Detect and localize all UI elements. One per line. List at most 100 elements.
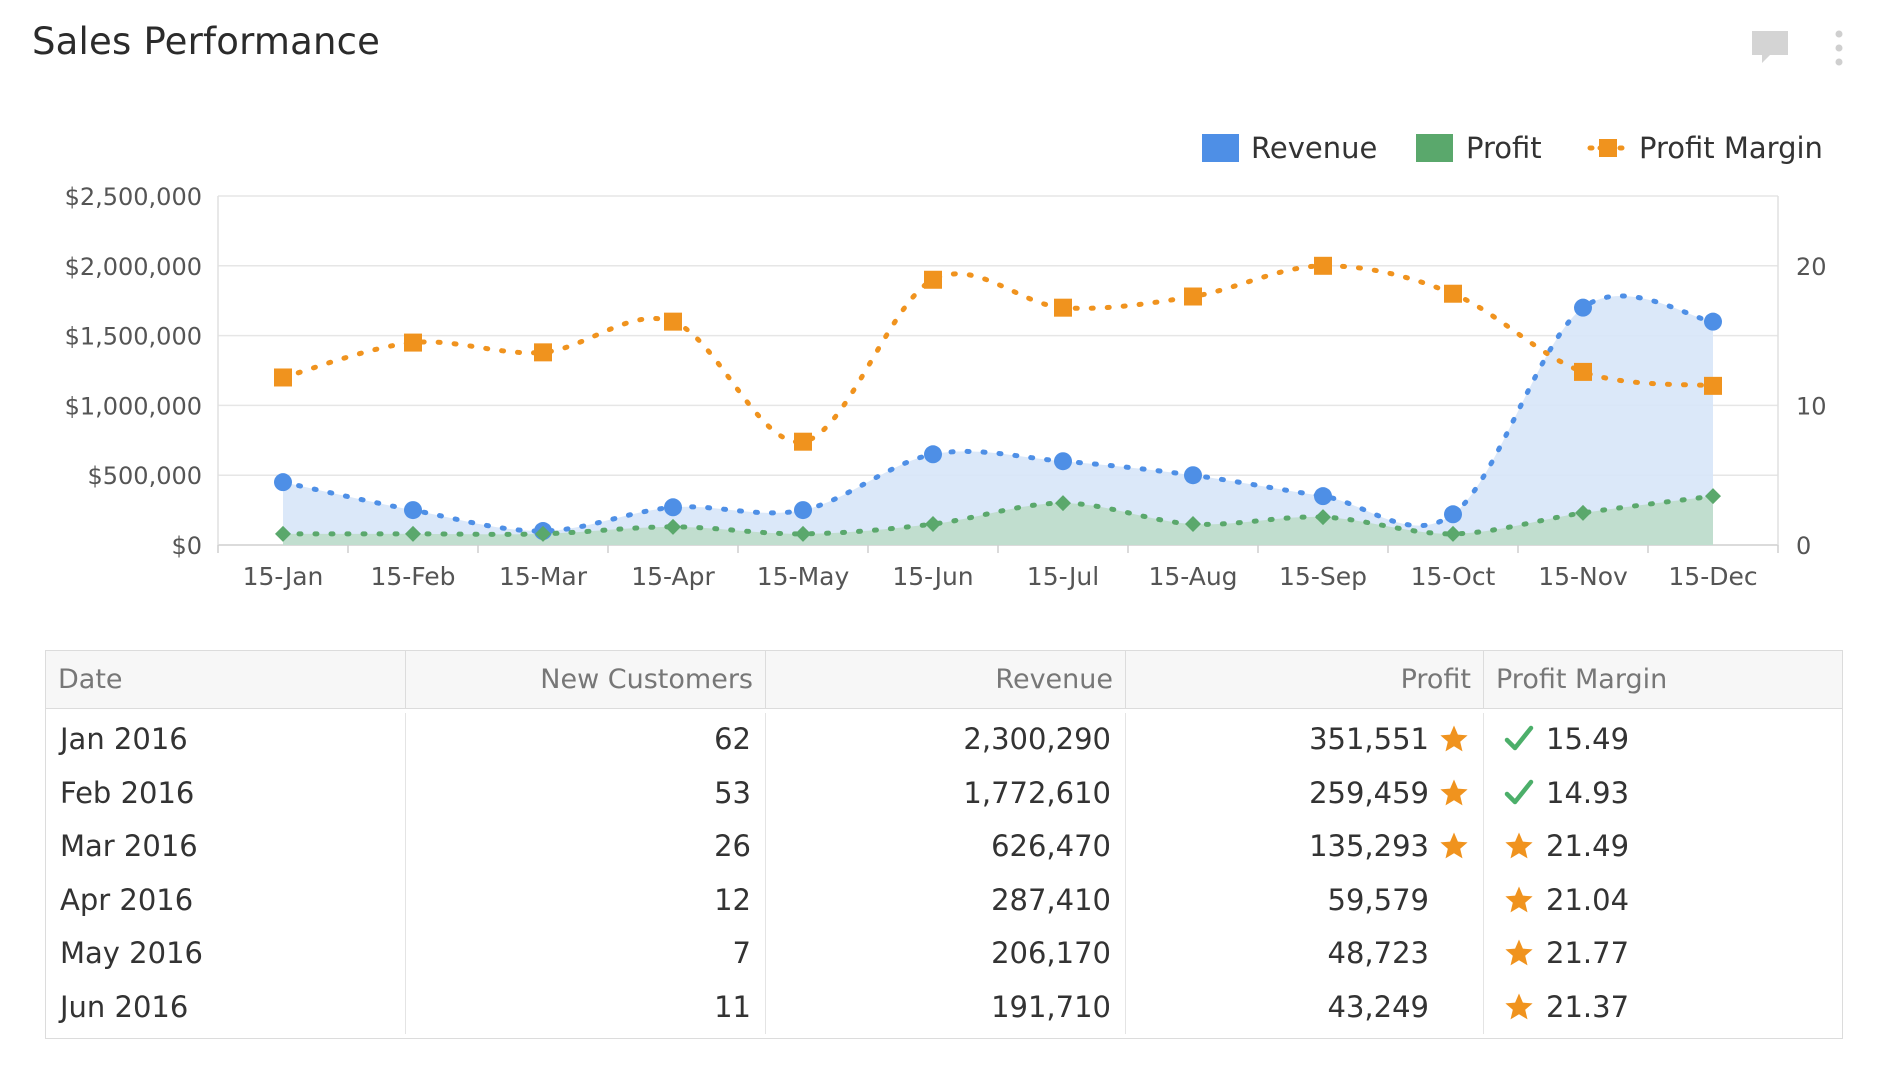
cell-new-customers: 53 [406,766,766,820]
cell-profit-margin: 21.49 [1484,820,1842,874]
y-right-tick-label: 0 [1796,532,1811,560]
x-tick-label: 15-Apr [631,562,715,591]
profit-margin-point [1054,298,1072,317]
y-left-tick-label: $1,500,000 [65,323,202,351]
profit-point [1705,488,1721,505]
header-profit[interactable]: Profit [1126,651,1484,708]
x-tick-label: 15-Sep [1279,562,1367,591]
more-vertical-icon[interactable] [1828,28,1850,72]
y-left-tick-label: $0 [171,532,202,560]
profit-point [795,525,811,542]
cell-date: Jan 2016 [46,713,406,767]
y-left-tick-label: $2,000,000 [65,253,202,281]
profit-margin-point [1574,362,1592,381]
profit-point [1185,516,1201,533]
cell-new-customers: 7 [406,927,766,981]
profit-margin-point [794,432,812,451]
y-right-tick-label: 20 [1796,253,1827,281]
revenue-line [280,293,1716,534]
cell-date: May 2016 [46,927,406,981]
x-tick-label: 15-Jun [892,562,973,591]
revenue-point [1184,466,1202,485]
profit-margin-point [1184,287,1202,306]
y-left-tick-label: $1,000,000 [65,392,202,420]
profit-point [275,525,291,542]
sales-chart: $0 $500,000 $1,000,000 $1,500,000 $2,000,000… [65,131,1827,591]
revenue-point [404,501,422,520]
cell-revenue: 1,772,610 [766,766,1126,820]
profit-margin-point [1314,256,1332,275]
cell-profit-margin: 21.04 [1484,874,1842,928]
profit-area [283,496,1713,545]
cell-new-customers: 26 [406,820,766,874]
cell-profit-margin: 21.37 [1484,981,1842,1035]
legend-revenue-swatch [1202,134,1239,162]
star-icon [1505,832,1533,859]
profit-point [1055,495,1071,512]
x-tick-label: 15-Mar [499,562,588,591]
x-tick-label: 15-Feb [370,562,455,591]
cell-profit-margin: 21.77 [1484,927,1842,981]
x-tick-label: 15-Jul [1027,562,1099,591]
profit-point [535,525,551,542]
star-icon [1440,832,1468,859]
check-icon [1504,725,1534,751]
comment-icon[interactable] [1750,28,1790,68]
profit-margin-point [1444,284,1462,303]
profit-point [405,525,421,542]
legend-margin-swatch [1599,139,1617,157]
cell-date: Mar 2016 [46,820,406,874]
revenue-point [664,498,682,517]
header-profit-margin[interactable]: Profit Margin [1496,664,1668,695]
profit-point [925,516,941,533]
y-right-tick-label: 10 [1796,392,1827,420]
revenue-point [1574,298,1592,317]
profit-margin-point [664,312,682,331]
x-tick-label: 15-Aug [1148,562,1237,591]
y-left-tick-label: $2,500,000 [65,183,202,211]
revenue-point [924,445,942,464]
cell-date: Jun 2016 [46,980,406,1034]
legend-profit-label: Profit [1466,131,1542,165]
table-body: Jan 2016 62 2,300,290 351,551 15.49 Feb 2016 5… [46,709,1842,1038]
table-row: Jan 2016 62 2,300,290 351,551 15.49 [46,713,1842,767]
cell-new-customers: 62 [406,713,766,767]
profit-point [1315,509,1331,526]
revenue-point [1314,487,1332,506]
cell-profit: 135,293 [1126,820,1484,874]
legend-margin-label: Profit Margin [1639,131,1823,165]
cell-profit: 351,551 [1126,713,1484,767]
cell-new-customers: 12 [406,873,766,927]
cell-profit: 48,723 [1126,927,1484,981]
sales-table: Date New Customers Revenue Profit Profit… [45,650,1843,1039]
profit-margin-point [1704,376,1722,395]
revenue-point [274,473,292,492]
profit-margin-point [274,368,292,387]
y-left-tick-label: $500,000 [87,462,202,490]
cell-date: Apr 2016 [46,873,406,927]
widget-title: Sales Performance [32,20,381,63]
cell-profit-margin: 14.93 [1484,767,1842,821]
legend-revenue-label: Revenue [1251,131,1377,165]
table-row: Apr 2016 12 287,410 59,579 21.04 [46,873,1842,928]
header-revenue[interactable]: Revenue [766,651,1126,708]
revenue-area [283,295,1713,545]
header-date[interactable]: Date [46,651,406,708]
cell-revenue: 191,710 [766,980,1126,1034]
check-icon [1504,779,1534,804]
cell-date: Feb 2016 [46,766,406,820]
header-new-customers[interactable]: New Customers [406,651,766,708]
x-tick-label: 15-Nov [1538,562,1628,591]
x-tick-label: 15-Jan [243,562,324,591]
x-tick-label: 15-Dec [1668,562,1757,591]
star-icon [1505,939,1533,966]
profit-point [665,518,681,535]
x-tick-label: 15-May [757,562,850,591]
legend-profit-swatch [1416,134,1453,162]
table-row: May 2016 7 206,170 48,723 21.77 [46,927,1842,981]
cell-profit: 259,459 [1126,766,1484,820]
cell-revenue: 2,300,290 [766,713,1126,767]
profit-margin-point [924,270,942,289]
star-icon [1440,779,1468,805]
revenue-point [794,501,812,520]
